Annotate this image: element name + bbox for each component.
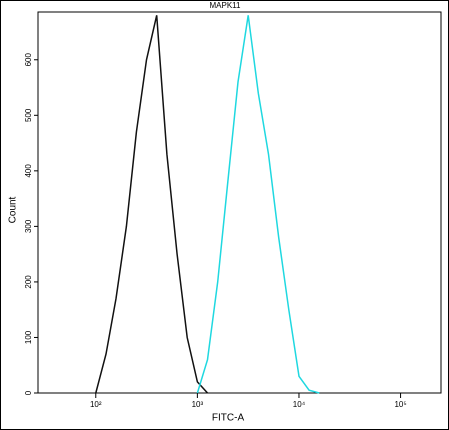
histogram-line [95, 15, 209, 394]
x-tick-label: 10³ [192, 400, 204, 409]
y-tick-label: 400 [24, 164, 33, 178]
x-tick-label: 10² [90, 400, 102, 409]
y-tick-label: 500 [24, 108, 33, 122]
plot-frame [37, 11, 442, 394]
y-tick-label: 0 [24, 390, 33, 395]
chart-title: MAPK11 [210, 1, 242, 10]
x-tick-label: 10⁵ [394, 400, 406, 409]
y-tick-label: 600 [24, 53, 33, 67]
y-tick-label: 200 [24, 275, 33, 289]
x-axis-label: FITC-A [212, 413, 245, 424]
x-tick-label: 10⁴ [293, 400, 306, 409]
y-tick-label: 100 [24, 330, 33, 344]
y-tick-label: 300 [24, 219, 33, 233]
histogram-line [196, 15, 320, 394]
y-axis-label: Count [8, 196, 19, 223]
